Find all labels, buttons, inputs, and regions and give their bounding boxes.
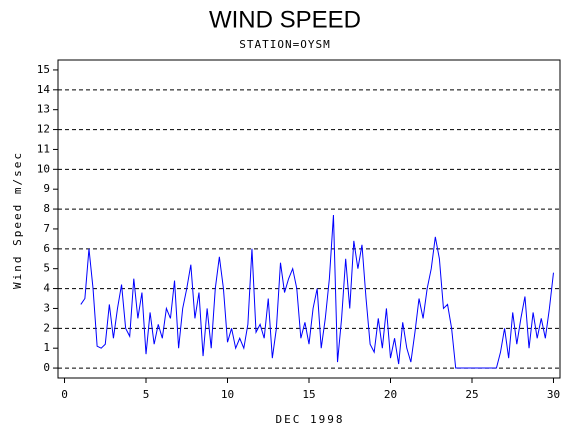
x-tick-label: 10 [221,388,234,401]
data-line [80,214,554,369]
y-tick-label: 15 [37,63,50,76]
y-axis-label: Wind Speed m/sec [11,151,24,289]
y-tick-label: 14 [37,83,51,96]
chart-title: WIND SPEED [209,6,361,33]
x-tick-label: 25 [465,388,478,401]
y-tick-label: 2 [43,321,50,334]
y-tick-label: 4 [43,282,50,295]
x-tick-label: 5 [143,388,150,401]
y-tick-label: 1 [43,341,50,354]
y-tick-label: 11 [37,142,50,155]
x-tick-label: 0 [61,388,68,401]
x-tick-label: 20 [384,388,397,401]
x-tick-label: 15 [302,388,315,401]
y-tick-label: 5 [43,262,50,275]
y-tick-label: 9 [43,182,50,195]
chart-subtitle: STATION=OYSM [239,38,330,51]
y-tick-label: 8 [43,202,50,215]
x-axis-label: DEC 1998 [276,413,345,426]
y-tick-label: 3 [43,301,50,314]
y-tick-label: 6 [43,242,50,255]
plot-frame [57,59,561,379]
y-tick-label: 13 [37,103,50,116]
y-tick-label: 12 [37,123,50,136]
y-tick-label: 10 [37,162,50,175]
x-tick-label: 30 [547,388,560,401]
y-tick-label: 7 [43,222,50,235]
y-tick-label: 0 [43,361,50,374]
